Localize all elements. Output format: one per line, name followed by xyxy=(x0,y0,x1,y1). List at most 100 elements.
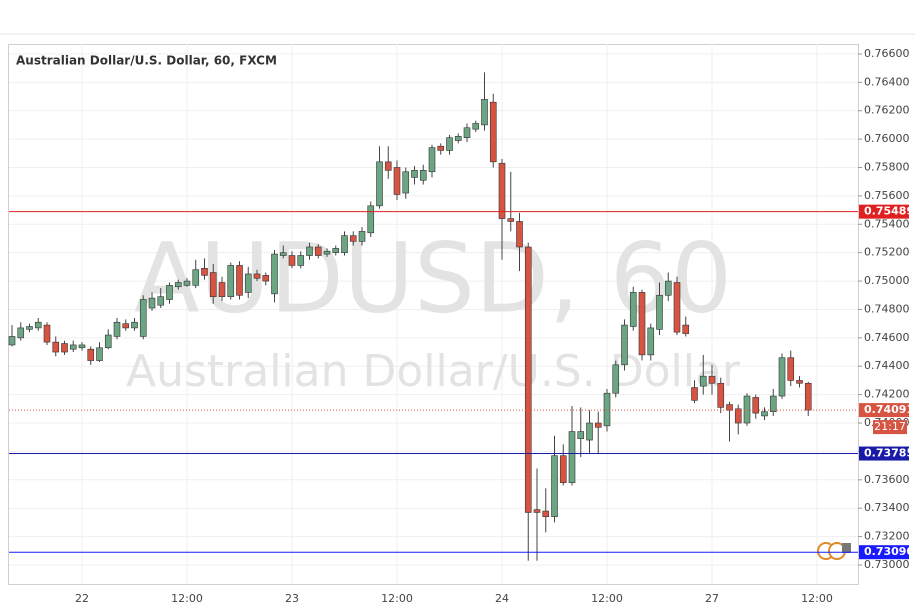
candle-body xyxy=(201,267,208,276)
chart-title: Australian Dollar/U.S. Dollar, 60, FXCM xyxy=(16,54,277,68)
candle-body xyxy=(577,431,585,439)
candle-body xyxy=(481,99,488,126)
candle-body xyxy=(297,255,305,266)
candle-body xyxy=(358,231,366,242)
candle-body xyxy=(446,137,453,151)
candle-body xyxy=(69,344,77,350)
x-tick-label: 12:00 xyxy=(801,592,833,605)
candle-body xyxy=(743,395,751,424)
candle-body xyxy=(113,321,121,337)
candle-body xyxy=(542,510,550,518)
candle-body xyxy=(717,382,725,408)
candle-body xyxy=(656,294,663,330)
candle-body xyxy=(306,246,313,256)
candle-body xyxy=(691,387,698,401)
candle-body xyxy=(218,282,226,297)
y-tick-label: 0.73000 xyxy=(864,558,910,571)
candle-body xyxy=(52,341,60,353)
price-label: 0.74091 xyxy=(864,403,914,416)
candle-body xyxy=(157,296,165,306)
y-tick-label: 0.73400 xyxy=(864,501,910,514)
candle-body xyxy=(647,327,655,356)
candle-body xyxy=(104,334,112,349)
price-label-box xyxy=(859,545,909,560)
x-tick-label: 23 xyxy=(285,592,299,605)
candle-body xyxy=(769,395,777,412)
candle-body xyxy=(174,282,182,288)
watermark-name: Australian Dollar/U.S. Dollar xyxy=(126,346,741,397)
candle-body xyxy=(603,392,611,427)
y-tick-label: 0.76600 xyxy=(864,47,910,60)
candle-body xyxy=(699,375,707,387)
candle-body xyxy=(314,246,322,256)
y-tick-label: 0.75600 xyxy=(864,189,910,202)
candle-body xyxy=(516,221,523,248)
y-tick-label: 0.74400 xyxy=(864,359,910,372)
candle-body xyxy=(402,171,410,194)
candle-body xyxy=(262,275,270,282)
candle-body xyxy=(489,101,497,163)
candle-body xyxy=(524,246,532,513)
candle-body xyxy=(621,324,628,366)
candle-body xyxy=(804,382,812,411)
candle-body xyxy=(341,235,348,253)
candle-body xyxy=(96,347,103,361)
candle-body xyxy=(148,297,156,309)
candle-body xyxy=(428,147,436,173)
y-tick-label: 0.76400 xyxy=(864,75,910,88)
y-tick-label: 0.76200 xyxy=(864,104,910,117)
y-tick-label: 0.76000 xyxy=(864,132,910,145)
candle-body xyxy=(166,285,173,300)
candle-body xyxy=(8,336,16,346)
candle-body xyxy=(568,431,576,483)
candle-body xyxy=(796,380,803,384)
candle-body xyxy=(411,170,418,178)
candle-body xyxy=(778,357,786,397)
candle-body xyxy=(559,455,567,483)
candle-body xyxy=(437,145,445,151)
x-tick-label: 22 xyxy=(75,592,89,605)
event-icon xyxy=(842,543,851,553)
candle-body xyxy=(244,273,252,293)
candle-body xyxy=(463,127,471,138)
y-tick-label: 0.73200 xyxy=(864,530,910,543)
candle-body xyxy=(271,253,278,295)
y-tick-label: 0.75200 xyxy=(864,246,910,259)
candle-body xyxy=(183,280,191,286)
event-icons xyxy=(817,542,851,560)
price-label-box xyxy=(859,403,909,418)
y-tick-label: 0.75400 xyxy=(864,217,910,230)
candle-body xyxy=(787,357,795,381)
candle-body xyxy=(682,324,690,334)
x-tick-label: 24 xyxy=(495,592,509,605)
candle-body xyxy=(192,269,200,286)
price-label: 0.73090 xyxy=(864,545,914,558)
candle-body xyxy=(507,218,515,222)
plot-frame xyxy=(8,44,859,585)
candle-body xyxy=(323,250,331,255)
x-tick-label: 12:00 xyxy=(591,592,623,605)
candle-body xyxy=(498,162,506,219)
price-label-box xyxy=(859,446,909,461)
countdown: 21:17 xyxy=(874,420,906,433)
candle-body xyxy=(761,411,768,417)
candle-body xyxy=(236,265,243,296)
price-label: 0.73785 xyxy=(864,447,914,460)
candle-body xyxy=(629,292,637,327)
candle-body xyxy=(288,255,296,266)
candle-body xyxy=(61,343,68,353)
candle-body xyxy=(279,252,287,256)
candle-body xyxy=(43,324,51,343)
candle-body xyxy=(332,248,340,253)
candle-body xyxy=(708,375,716,384)
candle-body xyxy=(384,161,392,171)
candle-body xyxy=(419,170,427,181)
countdown-box xyxy=(873,420,907,435)
x-tick-label: 27 xyxy=(705,592,719,605)
candle-body xyxy=(367,205,375,234)
candle-body xyxy=(17,327,25,339)
candle-body xyxy=(78,344,86,349)
y-tick-label: 0.74200 xyxy=(864,388,910,401)
